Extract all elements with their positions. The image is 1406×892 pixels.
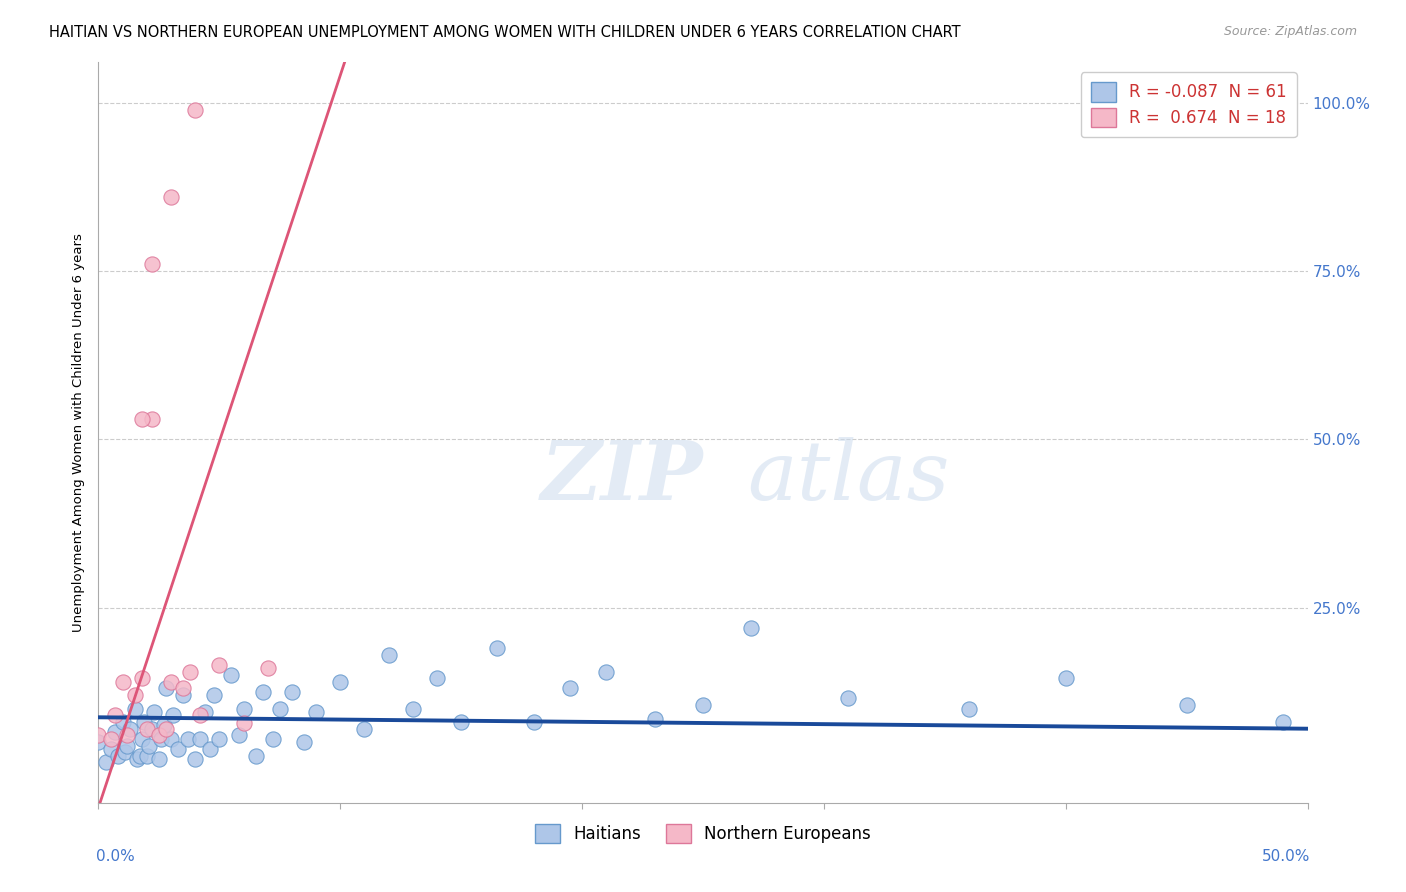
Text: Source: ZipAtlas.com: Source: ZipAtlas.com	[1223, 25, 1357, 38]
Point	[644, 712, 666, 726]
Point	[558, 681, 581, 696]
Point	[1272, 714, 1295, 729]
Point	[124, 701, 146, 715]
Point	[131, 412, 153, 426]
Point	[353, 722, 375, 736]
Point	[486, 640, 509, 655]
Point	[377, 648, 399, 662]
Text: 0.0%: 0.0%	[96, 849, 135, 863]
Point	[232, 716, 254, 731]
Point	[138, 739, 160, 753]
Point	[100, 742, 122, 756]
Point	[740, 621, 762, 635]
Point	[172, 688, 194, 702]
Point	[127, 752, 149, 766]
Point	[141, 412, 163, 426]
Point	[208, 657, 231, 672]
Point	[111, 714, 134, 729]
Point	[1175, 698, 1198, 713]
Point	[228, 729, 250, 743]
Point	[117, 739, 139, 753]
Point	[208, 731, 231, 746]
Text: ZIP: ZIP	[540, 437, 703, 517]
Point	[221, 668, 243, 682]
Point	[1054, 671, 1077, 685]
Point	[198, 742, 221, 756]
Legend: Haitians, Northern Europeans: Haitians, Northern Europeans	[529, 817, 877, 850]
Y-axis label: Unemployment Among Women with Children Under 6 years: Unemployment Among Women with Children U…	[72, 233, 84, 632]
Point	[402, 701, 425, 715]
Point	[177, 731, 200, 746]
Point	[134, 714, 156, 729]
Point	[160, 190, 183, 204]
Point	[595, 665, 617, 679]
Point	[117, 729, 139, 743]
Point	[160, 731, 183, 746]
Point	[256, 661, 278, 675]
Point	[128, 748, 150, 763]
Point	[131, 671, 153, 685]
Point	[114, 745, 136, 759]
Point	[523, 714, 546, 729]
Point	[204, 688, 226, 702]
Point	[107, 748, 129, 763]
Text: atlas: atlas	[747, 437, 949, 517]
Point	[124, 688, 146, 702]
Point	[329, 674, 352, 689]
Point	[135, 722, 157, 736]
Point	[94, 756, 117, 770]
Point	[143, 705, 166, 719]
Point	[87, 729, 110, 743]
Text: HAITIAN VS NORTHERN EUROPEAN UNEMPLOYMENT AMONG WOMEN WITH CHILDREN UNDER 6 YEAR: HAITIAN VS NORTHERN EUROPEAN UNEMPLOYMEN…	[49, 25, 960, 40]
Point	[194, 705, 217, 719]
Point	[184, 103, 207, 117]
Point	[141, 257, 163, 271]
Point	[148, 729, 170, 743]
Point	[957, 701, 980, 715]
Point	[135, 748, 157, 763]
Point	[167, 742, 190, 756]
Point	[160, 674, 183, 689]
Point	[141, 722, 163, 736]
Point	[155, 681, 177, 696]
Point	[245, 748, 267, 763]
Point	[104, 708, 127, 723]
Point	[87, 735, 110, 749]
Point	[188, 731, 211, 746]
Point	[155, 722, 177, 736]
Point	[150, 731, 173, 746]
Point	[100, 731, 122, 746]
Point	[281, 685, 304, 699]
Point	[118, 722, 141, 736]
Point	[172, 681, 194, 696]
Point	[104, 725, 127, 739]
Point	[292, 735, 315, 749]
Point	[162, 708, 184, 723]
Point	[232, 701, 254, 715]
Point	[450, 714, 472, 729]
Point	[692, 698, 714, 713]
Point	[148, 752, 170, 766]
Point	[837, 691, 859, 706]
Point	[426, 671, 449, 685]
Point	[111, 674, 134, 689]
Point	[179, 665, 201, 679]
Point	[184, 752, 207, 766]
Point	[262, 731, 284, 746]
Point	[252, 685, 274, 699]
Point	[188, 708, 211, 723]
Point	[305, 705, 328, 719]
Text: 50.0%: 50.0%	[1263, 849, 1310, 863]
Point	[131, 731, 153, 746]
Point	[269, 701, 291, 715]
Point	[152, 718, 174, 732]
